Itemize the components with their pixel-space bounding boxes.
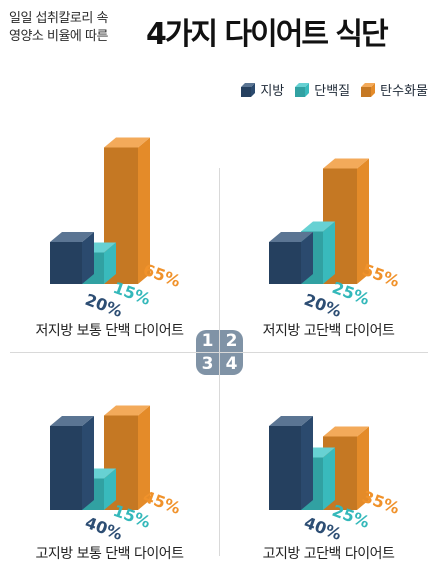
bar-carbs-1-top — [104, 137, 150, 148]
bar-fat-2 — [269, 232, 313, 284]
bar-protein-1-side — [104, 242, 116, 284]
legend-cube-0 — [241, 82, 256, 97]
bar-fat-3 — [50, 416, 94, 510]
subtitle-line-1: 일일 섭취칼로리 속 — [9, 11, 108, 26]
chart-panel-4: 40% 25% 35% 고지방 고단백 다이어트 — [219, 345, 438, 562]
legend-item-protein: 단백질 — [294, 80, 350, 99]
legend: 지방 단백질 탄수화물 — [240, 80, 428, 99]
bar-carbs-2-side — [357, 158, 369, 284]
bar-fat-4-side — [301, 416, 313, 510]
bar-fat-4 — [269, 416, 313, 510]
legend-cube-0-top — [241, 82, 256, 87]
legend-label-fat: 지방 — [260, 84, 285, 99]
badge-number-2: 2 — [220, 330, 243, 352]
legend-cube-1-side — [305, 82, 310, 97]
bar-protein-3-side — [104, 468, 116, 510]
bar-fat-2-side — [301, 232, 313, 284]
chart-title-1: 저지방 보통 단백 다이어트 — [35, 323, 184, 339]
bar-fat-2-top — [269, 232, 313, 242]
cube-icon-carbs — [361, 82, 376, 97]
legend-cube-0-side — [251, 82, 256, 97]
legend-cube-1-top — [295, 82, 310, 87]
bar-carbs-4-side — [357, 426, 369, 510]
legend-cube-2-top — [361, 82, 376, 87]
chart-4: 40%25%35% — [269, 416, 402, 544]
bar-fat-2-front — [269, 242, 301, 284]
legend-label-carbs: 탄수화물 — [380, 84, 428, 99]
bar-protein-2-side — [323, 221, 335, 284]
bar-fat-4-front — [269, 426, 301, 510]
chart-panel-2: 20% 25% 55% 저지방 고단백 다이어트 — [219, 108, 438, 339]
legend-cube-1 — [295, 82, 310, 97]
bar-fat-1-side — [82, 232, 94, 284]
page-title: 4가지 다이어트 식단 — [146, 17, 389, 52]
legend-cube-2-side — [371, 82, 376, 97]
chart-title-4: 고지방 고단백 다이어트 — [262, 546, 395, 562]
bar-carbs-3-top — [104, 405, 150, 416]
subtitle-line-2: 영양소 비율에 따른 — [9, 29, 108, 44]
legend-cube-0-front — [241, 86, 252, 97]
cube-icon-protein — [295, 82, 310, 97]
legend-item-fat: 지방 — [240, 80, 284, 99]
chart-3: 40%15%45% — [50, 405, 183, 544]
divider-vertical — [219, 168, 220, 556]
legend-label-protein: 단백질 — [314, 84, 351, 99]
bar-fat-3-side — [82, 416, 94, 510]
chart-title-3: 고지방 보통 단백 다이어트 — [35, 546, 184, 562]
bar-carbs-3-side — [138, 405, 150, 510]
bar-fat-4-top — [269, 416, 313, 426]
bar-fat-3-top — [50, 416, 94, 426]
bar-fat-1-top — [50, 232, 94, 242]
bar-carbs-4-top — [323, 426, 369, 437]
bar-fat-3-front — [50, 426, 82, 510]
chart-1: 20%15%65% — [50, 137, 183, 321]
bar-protein-4-side — [323, 447, 335, 510]
chart-title-2: 저지방 고단백 다이어트 — [262, 323, 395, 339]
chart-panel-3: 40% 15% 45% 고지방 보통 단백 다이어트 — [0, 345, 219, 562]
divider-horizontal — [10, 352, 428, 353]
bar-protein-2-top — [301, 221, 335, 232]
data-label-carbs-2: 55% — [360, 260, 402, 291]
bar-fat-1-front — [50, 242, 82, 284]
legend-cube-1-front — [295, 86, 306, 97]
legend-cube-2-front — [361, 86, 372, 97]
chart-panel-1: 20% 15% 65% 저지방 보통 단백 다이어트 — [0, 108, 219, 339]
badge-number-1: 1 — [196, 330, 219, 352]
bar-carbs-1-side — [138, 137, 150, 284]
data-label-carbs-1: 65% — [141, 260, 183, 291]
badge-number-3: 3 — [196, 353, 219, 375]
bar-carbs-2-top — [323, 158, 369, 169]
legend-cube-2 — [361, 82, 376, 97]
bar-fat-1 — [50, 232, 94, 284]
chart-2: 20%25%55% — [269, 158, 402, 321]
cube-icon-fat — [241, 82, 256, 97]
header: 일일 섭취칼로리 속 영양소 비율에 따른 4가지 다이어트 식단 — [0, 0, 438, 60]
quadrant-number-badge: 1 2 3 4 — [192, 326, 246, 378]
page-subtitle: 일일 섭취칼로리 속 영양소 비율에 따른 — [9, 10, 108, 46]
badge-number-4: 4 — [220, 353, 243, 375]
legend-item-carbs: 탄수화물 — [360, 80, 428, 99]
